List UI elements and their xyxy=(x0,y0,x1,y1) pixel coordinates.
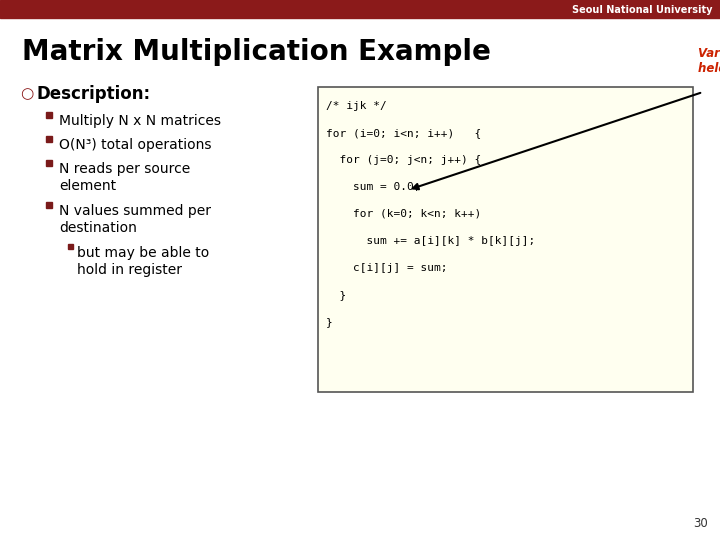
Text: sum += a[i][k] * b[k][j];: sum += a[i][k] * b[k][j]; xyxy=(326,236,535,246)
Text: for (j=0; j<n; j++) {: for (j=0; j<n; j++) { xyxy=(326,155,481,165)
Text: sum = 0.0;: sum = 0.0; xyxy=(326,182,420,192)
Text: 30: 30 xyxy=(693,517,708,530)
Bar xyxy=(68,244,73,249)
Bar xyxy=(318,87,693,392)
Text: }: } xyxy=(326,317,333,327)
Text: }: } xyxy=(326,290,346,300)
Text: c[i][j] = sum;: c[i][j] = sum; xyxy=(326,263,448,273)
Text: Description:: Description: xyxy=(36,85,150,103)
Bar xyxy=(46,136,52,142)
Text: O(N³) total operations: O(N³) total operations xyxy=(59,138,212,152)
Text: N values summed per
destination: N values summed per destination xyxy=(59,204,211,235)
Text: Matrix Multiplication Example: Matrix Multiplication Example xyxy=(22,38,491,66)
Text: but may be able to
hold in register: but may be able to hold in register xyxy=(77,246,210,278)
Bar xyxy=(46,202,52,208)
Bar xyxy=(46,112,52,118)
Bar xyxy=(0,0,720,18)
Bar xyxy=(46,160,52,166)
Text: for (k=0; k<n; k++): for (k=0; k<n; k++) xyxy=(326,209,481,219)
Text: ○: ○ xyxy=(20,86,33,102)
Text: N reads per source
element: N reads per source element xyxy=(59,162,190,193)
Text: /* ijk */: /* ijk */ xyxy=(326,101,387,111)
Text: Variable sum
held in register: Variable sum held in register xyxy=(698,47,720,75)
Text: for (i=0; i<n; i++)   {: for (i=0; i<n; i++) { xyxy=(326,128,481,138)
Text: Seoul National University: Seoul National University xyxy=(572,5,712,15)
Text: Multiply N x N matrices: Multiply N x N matrices xyxy=(59,114,221,128)
